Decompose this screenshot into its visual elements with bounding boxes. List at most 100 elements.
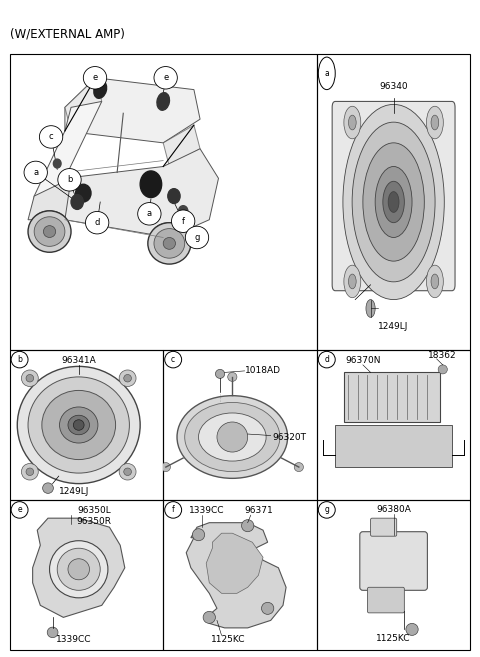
Ellipse shape — [199, 413, 266, 461]
Text: g: g — [194, 233, 200, 242]
Text: e: e — [163, 74, 168, 82]
Text: g: g — [324, 505, 329, 514]
Circle shape — [119, 370, 136, 386]
Circle shape — [84, 66, 107, 89]
Text: e: e — [17, 505, 22, 514]
Ellipse shape — [68, 415, 89, 435]
Text: e: e — [92, 74, 97, 82]
Text: b: b — [17, 355, 22, 364]
Text: a: a — [324, 69, 329, 78]
Circle shape — [192, 529, 204, 541]
Circle shape — [318, 351, 335, 368]
Circle shape — [383, 181, 404, 223]
Ellipse shape — [17, 367, 140, 484]
Ellipse shape — [57, 548, 100, 591]
Polygon shape — [65, 78, 200, 143]
Ellipse shape — [177, 396, 288, 478]
Text: 96350R: 96350R — [77, 516, 111, 526]
Text: f: f — [181, 217, 185, 226]
Circle shape — [348, 115, 356, 130]
Text: 1339CC: 1339CC — [189, 506, 224, 515]
Circle shape — [431, 274, 439, 289]
Circle shape — [241, 520, 254, 532]
Circle shape — [388, 192, 399, 212]
Circle shape — [148, 223, 191, 264]
Ellipse shape — [42, 390, 116, 459]
Circle shape — [185, 226, 209, 249]
Circle shape — [58, 169, 81, 191]
Text: c: c — [49, 133, 53, 141]
Circle shape — [348, 274, 356, 289]
Ellipse shape — [94, 81, 107, 99]
Circle shape — [431, 115, 439, 130]
Text: 96341A: 96341A — [61, 356, 96, 365]
Polygon shape — [186, 523, 286, 628]
Circle shape — [438, 365, 447, 374]
Text: 1249LJ: 1249LJ — [378, 322, 409, 330]
Text: a: a — [33, 168, 38, 177]
Circle shape — [165, 351, 181, 368]
Circle shape — [154, 229, 185, 258]
Text: (W/EXTERNAL AMP): (W/EXTERNAL AMP) — [10, 28, 124, 41]
Circle shape — [22, 370, 38, 386]
FancyBboxPatch shape — [368, 587, 404, 613]
Ellipse shape — [157, 93, 169, 110]
Circle shape — [352, 122, 435, 282]
Circle shape — [26, 468, 34, 476]
Text: 96350L: 96350L — [77, 506, 111, 515]
Circle shape — [344, 106, 361, 139]
Circle shape — [216, 369, 225, 378]
Text: 1125KC: 1125KC — [210, 635, 245, 645]
Ellipse shape — [28, 377, 130, 473]
Circle shape — [163, 237, 176, 249]
Ellipse shape — [73, 420, 84, 430]
Circle shape — [85, 212, 109, 234]
Circle shape — [26, 374, 34, 382]
Text: 96320T: 96320T — [272, 432, 306, 442]
Text: 1339CC: 1339CC — [56, 635, 92, 645]
Circle shape — [375, 166, 412, 237]
Ellipse shape — [53, 159, 61, 168]
Circle shape — [154, 66, 177, 89]
Circle shape — [406, 623, 418, 635]
Circle shape — [124, 374, 132, 382]
Text: f: f — [172, 505, 175, 514]
Circle shape — [318, 57, 335, 89]
Polygon shape — [33, 518, 125, 618]
Ellipse shape — [68, 558, 89, 579]
FancyBboxPatch shape — [332, 101, 455, 290]
Circle shape — [119, 463, 136, 480]
Circle shape — [294, 463, 303, 472]
Text: 96370N: 96370N — [345, 356, 381, 365]
Circle shape — [262, 602, 274, 614]
Circle shape — [34, 217, 65, 246]
Text: b: b — [67, 175, 72, 185]
Ellipse shape — [179, 206, 188, 216]
Text: 18362: 18362 — [429, 351, 457, 360]
Polygon shape — [163, 125, 200, 166]
Circle shape — [39, 125, 63, 148]
Text: a: a — [147, 210, 152, 218]
Text: 96380A: 96380A — [376, 505, 411, 514]
Text: d: d — [324, 355, 329, 364]
Circle shape — [343, 104, 444, 300]
Ellipse shape — [76, 184, 91, 202]
Circle shape — [43, 483, 53, 493]
Circle shape — [24, 161, 48, 184]
Circle shape — [228, 373, 237, 382]
Circle shape — [203, 612, 216, 623]
Circle shape — [47, 627, 58, 638]
Ellipse shape — [185, 403, 280, 472]
Polygon shape — [28, 178, 71, 219]
Ellipse shape — [71, 194, 84, 210]
Text: 96340: 96340 — [379, 82, 408, 91]
Text: c: c — [171, 355, 175, 364]
FancyBboxPatch shape — [371, 518, 396, 536]
Circle shape — [165, 502, 181, 518]
FancyBboxPatch shape — [345, 373, 440, 422]
Circle shape — [318, 502, 335, 518]
FancyBboxPatch shape — [360, 532, 427, 591]
Circle shape — [426, 265, 444, 298]
Circle shape — [363, 143, 424, 261]
Circle shape — [217, 422, 248, 452]
